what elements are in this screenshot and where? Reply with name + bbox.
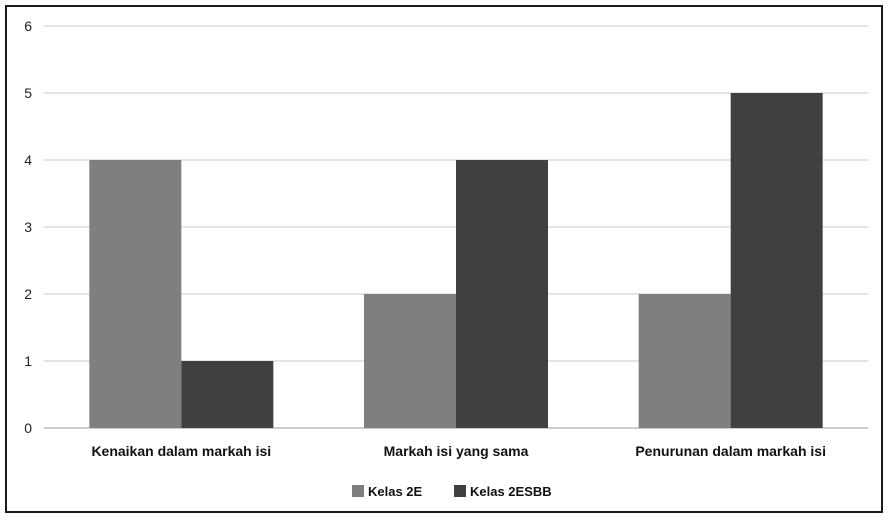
bar [456,160,548,428]
legend-label: Kelas 2E [368,484,423,499]
x-category-label: Kenaikan dalam markah isi [91,443,271,459]
bar [730,93,823,428]
legend-swatch [352,485,364,497]
y-tick-label: 6 [24,18,32,34]
x-category-label: Penurunan dalam markah isi [635,443,826,459]
x-category-label: Markah isi yang sama [384,443,529,459]
y-tick-label: 4 [24,152,32,168]
bar [364,294,456,428]
bar [638,294,731,428]
legend-label: Kelas 2ESBB [470,484,552,499]
y-tick-label: 2 [24,286,32,302]
legend-swatch [454,485,466,497]
y-tick-label: 1 [24,353,32,369]
y-tick-label: 5 [24,85,32,101]
bar [181,361,274,428]
y-tick-label: 0 [24,420,32,436]
y-tick-label: 3 [24,219,32,235]
bar [89,160,182,428]
